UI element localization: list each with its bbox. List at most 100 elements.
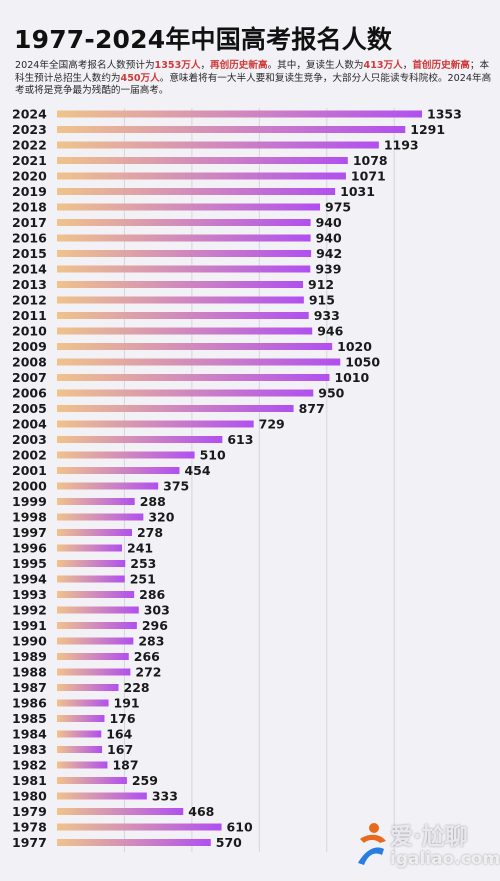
bar-2004	[57, 420, 254, 428]
desc-text-1: 2024年全国高考报名人数预计为	[15, 60, 155, 71]
value-label-1986: 191	[114, 696, 140, 711]
value-label-2004: 729	[259, 417, 285, 432]
value-label-2005: 877	[299, 401, 325, 416]
value-label-2019: 1031	[340, 184, 375, 199]
runner-logo-icon	[358, 823, 386, 865]
watermark-brand: 爱·尬聊	[390, 824, 468, 850]
value-label-2010: 946	[317, 324, 343, 339]
value-label-1985: 176	[109, 711, 135, 726]
value-label-2012: 915	[309, 293, 335, 308]
bar-2014	[57, 265, 311, 273]
value-label-1983: 167	[107, 742, 133, 757]
chart-title: 1977-2024年中国高考报名人数	[14, 25, 393, 54]
year-label-2016: 2016	[12, 231, 47, 246]
desc-text-5: ；本科生预计总招生人数约为	[15, 60, 490, 84]
year-label-2002: 2002	[12, 448, 47, 463]
bar-1997	[57, 529, 132, 536]
value-label-2008: 1050	[345, 355, 380, 370]
bar-2006	[57, 389, 314, 397]
value-label-1979: 468	[188, 804, 214, 819]
chart-description: 2024年全国高考报名人数预计为1353万人，再创历史新高。其中，复读生人数为4…	[15, 60, 493, 98]
bar-2009	[57, 343, 333, 350]
year-label-2022: 2022	[12, 138, 47, 153]
bar-2017	[57, 219, 311, 226]
value-label-2006: 950	[318, 386, 344, 401]
year-label-2019: 2019	[12, 184, 47, 199]
year-label-1982: 1982	[12, 758, 47, 773]
bar-2008	[57, 358, 341, 366]
value-label-2001: 454	[184, 463, 210, 478]
bar-2016	[57, 234, 311, 242]
value-label-1994: 251	[130, 572, 156, 587]
value-label-1999: 288	[140, 494, 166, 509]
year-label-1996: 1996	[12, 541, 47, 556]
bar-1977	[57, 839, 211, 846]
year-label-2018: 2018	[12, 200, 47, 215]
value-label-2003: 613	[227, 432, 253, 447]
bar-2012	[57, 296, 304, 304]
bar-2020	[57, 172, 346, 180]
value-label-1996: 241	[127, 541, 153, 556]
bar-1991	[57, 622, 137, 629]
year-label-2015: 2015	[12, 246, 47, 261]
value-label-1997: 278	[137, 525, 163, 540]
value-label-2009: 1020	[337, 339, 372, 354]
bar-1993	[57, 591, 135, 598]
bar-1990	[57, 637, 134, 645]
value-label-2007: 1010	[334, 370, 369, 385]
year-label-2009: 2009	[12, 339, 47, 354]
bar-2022	[57, 141, 379, 149]
year-label-1978: 1978	[12, 820, 47, 835]
value-label-1993: 286	[139, 587, 165, 602]
year-label-1986: 1986	[12, 696, 47, 711]
bar-2003	[57, 436, 223, 443]
value-label-2018: 975	[325, 200, 351, 215]
year-label-2017: 2017	[12, 215, 47, 230]
year-label-1998: 1998	[12, 510, 47, 525]
bar-2018	[57, 203, 321, 211]
value-label-2024: 1353	[427, 107, 462, 122]
bar-1978	[57, 823, 222, 831]
value-label-1998: 320	[148, 510, 174, 525]
value-label-1978: 610	[227, 820, 253, 835]
year-label-1981: 1981	[12, 773, 47, 788]
bar-2011	[57, 312, 309, 319]
watermark-url: igaliao.com	[390, 849, 500, 869]
year-label-2004: 2004	[12, 417, 47, 432]
year-label-1992: 1992	[12, 603, 47, 618]
bar-1985	[57, 715, 105, 722]
bar-1996	[57, 544, 123, 552]
bar-1994	[57, 575, 125, 583]
bar-2005	[57, 405, 294, 412]
value-label-2014: 939	[315, 262, 341, 277]
desc-highlight-enrollment: 450万人	[120, 72, 160, 84]
year-label-2013: 2013	[12, 277, 47, 292]
bar-1989	[57, 653, 129, 660]
bar-1982	[57, 761, 108, 769]
value-label-1982: 187	[112, 758, 138, 773]
year-label-2024: 2024	[12, 107, 47, 122]
bar-1999	[57, 498, 135, 505]
bar-1995	[57, 560, 126, 567]
value-label-1991: 296	[142, 618, 168, 633]
bar-1988	[57, 668, 131, 676]
bar-1979	[57, 808, 184, 815]
year-label-1988: 1988	[12, 665, 47, 680]
value-label-1987: 228	[124, 680, 150, 695]
grid-lines	[123, 108, 395, 852]
desc-highlight-record: 再创历史新高	[210, 60, 268, 71]
watermark-logo: 爱·尬聊 igaliao.com	[350, 815, 500, 877]
bar-1984	[57, 730, 102, 738]
desc-text-4: ，	[402, 60, 413, 71]
bar-1986	[57, 699, 109, 707]
year-label-2011: 2011	[12, 308, 47, 323]
bar-2019	[57, 188, 336, 195]
bar-2002	[57, 451, 195, 459]
value-label-1989: 266	[134, 649, 160, 664]
year-label-2005: 2005	[12, 401, 47, 416]
year-label-1983: 1983	[12, 742, 47, 757]
bar-2021	[57, 157, 348, 164]
year-label-1984: 1984	[12, 727, 47, 742]
year-label-1995: 1995	[12, 556, 47, 571]
year-label-2000: 2000	[12, 479, 47, 494]
